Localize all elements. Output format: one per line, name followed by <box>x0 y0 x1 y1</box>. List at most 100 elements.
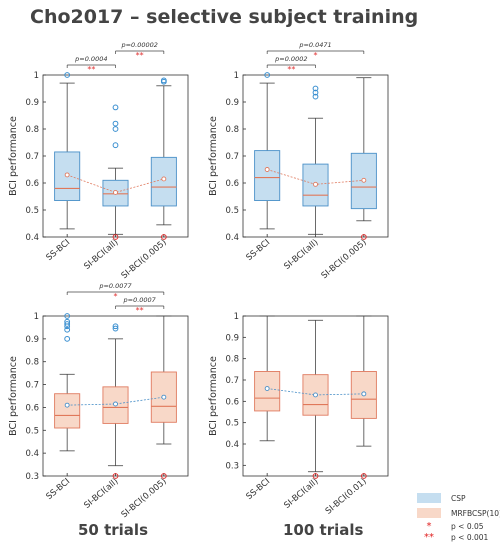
x-tick-label: SI-BCI(all) <box>282 238 320 272</box>
mean-marker <box>313 392 318 398</box>
x-tick-label: SS-BCI <box>244 477 272 502</box>
y-tick-label: 0.6 <box>25 179 39 189</box>
mean-marker <box>361 177 367 183</box>
sig-p-value: p=0.0004 <box>74 55 107 63</box>
sig-p-value: p=0.0077 <box>98 282 132 290</box>
sig-stars: ** <box>87 65 95 74</box>
panel-top-right: 0.4 0.5 0.6 0.7 0.8 0.9 1 BCI performance SS-BCI… <box>208 41 389 282</box>
x-tick-label: SI-BCI(0.005) <box>120 238 169 282</box>
box <box>254 150 281 202</box>
y-tick-label: 0.7 <box>25 152 39 162</box>
outlier-point <box>160 77 167 84</box>
mean-marker <box>161 176 167 182</box>
mean-marker <box>113 401 118 407</box>
outlier-point <box>264 72 271 78</box>
legend-marker-sig1: * <box>426 520 432 532</box>
box <box>54 393 81 429</box>
outlier-point <box>112 120 119 127</box>
y-tick-label: 0.5 <box>225 419 239 429</box>
mean-marker <box>264 167 270 172</box>
y-tick-label: 0.6 <box>25 403 39 413</box>
y-tick-label: 1 <box>34 71 39 81</box>
y-tick-label: 0.4 <box>225 440 239 450</box>
x-tick-label: SI-BCI(all) <box>282 477 320 511</box>
y-axis-label: BCI performance <box>208 356 219 436</box>
x-tick-label: SI-BCI(all) <box>82 238 120 272</box>
legend-label-sig1: p < 0.05 <box>451 522 484 531</box>
outlier-point-low <box>112 473 119 479</box>
y-tick-label: 1 <box>234 312 239 322</box>
outlier-point-low <box>160 473 167 479</box>
panel-bottom-right: 0.3 0.4 0.5 0.6 0.7 0.8 0.9 1 BCI performance SS-… <box>208 312 389 517</box>
sig-stars: ** <box>287 65 295 74</box>
sig-stars: * <box>314 51 318 60</box>
outlier-point-low <box>312 473 319 479</box>
y-tick-label: 0.7 <box>225 376 239 386</box>
panel-bottom-left: 0.3 0.4 0.5 0.6 0.7 0.8 0.9 1 BCI performance SS-… <box>8 282 189 521</box>
outlier-point <box>312 93 319 100</box>
legend-item-mrf: MRFBCSP(10) <box>417 508 500 518</box>
legend-label-csp: CSP <box>451 493 466 503</box>
outlier-point <box>112 323 119 330</box>
y-tick-label: 0.7 <box>225 152 239 162</box>
y-axis-label: BCI performance <box>8 356 19 436</box>
outlier-point <box>64 318 71 325</box>
y-tick-label: 0.4 <box>25 449 39 459</box>
mean-marker <box>361 391 367 397</box>
y-tick-label: 1 <box>34 312 39 322</box>
x-tick-label: SS-BCI <box>44 477 72 502</box>
outlier-point <box>64 313 71 319</box>
sig-p-value: p=0.0471 <box>298 41 331 49</box>
sig-stars: ** <box>136 306 144 315</box>
x-tick-label: SS-BCI <box>244 238 272 263</box>
x-tick-label: SI-BCI(0.01) <box>324 477 369 517</box>
outlier-point <box>112 126 119 132</box>
outlier-point <box>64 321 71 327</box>
x-tick-label: SS-BCI <box>44 238 72 263</box>
y-tick-label: 0.3 <box>25 472 39 482</box>
mean-marker <box>161 394 167 400</box>
y-tick-label: 0.6 <box>225 397 239 407</box>
label-50-trials: 50 trials <box>78 521 148 539</box>
y-tick-label: 0.8 <box>225 355 239 365</box>
legend-item-csp: CSP <box>417 493 466 503</box>
outlier-point-low <box>360 473 367 479</box>
mean-marker <box>264 386 270 391</box>
mean-marker <box>313 181 318 187</box>
label-100-trials: 100 trials <box>283 521 364 539</box>
sig-p-value: p=0.0007 <box>123 296 157 304</box>
outlier-point <box>312 89 319 96</box>
outlier-point <box>64 326 71 333</box>
sig-stars: ** <box>136 51 144 60</box>
legend-item-sig2: ** p < 0.001 <box>417 531 488 543</box>
y-tick-label: 0.7 <box>25 381 39 391</box>
x-tick-label: SI-BCI(0.005) <box>320 238 369 282</box>
legend-swatch-csp <box>417 493 441 503</box>
sig-stars: * <box>114 292 118 301</box>
mean-line <box>67 174 164 193</box>
box <box>254 371 281 412</box>
y-tick-label: 0.8 <box>225 125 239 135</box>
y-tick-label: 1 <box>234 71 239 81</box>
y-tick-label: 0.9 <box>225 333 239 343</box>
outlier-point <box>64 72 71 78</box>
outlier-point <box>112 325 119 332</box>
y-tick-label: 0.9 <box>25 335 39 345</box>
y-axis-label: BCI performance <box>208 116 219 196</box>
mean-marker <box>113 189 118 195</box>
x-tick-label: SI-BCI(all) <box>82 477 120 511</box>
mean-marker <box>64 172 70 178</box>
legend-marker-sig2: ** <box>424 531 434 543</box>
y-tick-label: 0.8 <box>25 358 39 368</box>
panel-top-left: 0.4 0.5 0.6 0.7 0.8 0.9 1 BCI performance SS-BCI… <box>8 41 189 282</box>
outlier-point <box>112 104 119 111</box>
figure-title: Cho2017 – selective subject training <box>30 6 419 28</box>
legend-item-sig1: * p < 0.05 <box>417 520 484 532</box>
x-tick-label: SI-BCI(0.005) <box>120 477 169 521</box>
y-tick-label: 0.4 <box>225 233 239 243</box>
y-tick-label: 0.6 <box>225 179 239 189</box>
y-tick-label: 0.9 <box>25 98 39 108</box>
outlier-point <box>112 142 119 149</box>
